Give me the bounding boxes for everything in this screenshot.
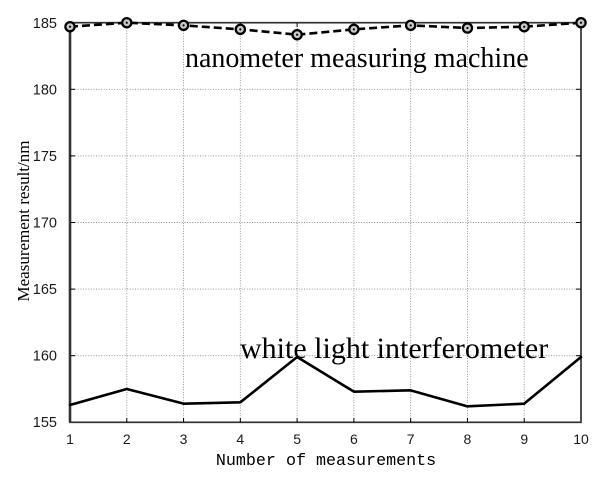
svg-text:1: 1 [66,431,74,447]
svg-text:180: 180 [33,83,57,99]
svg-text:5: 5 [293,431,301,447]
svg-text:9: 9 [520,431,528,447]
svg-text:Measurement result/nm: Measurement result/nm [14,141,33,302]
svg-text:8: 8 [464,431,472,447]
svg-text:175: 175 [33,149,57,165]
svg-text:170: 170 [33,216,57,232]
svg-text:7: 7 [407,431,415,447]
svg-text:6: 6 [350,431,358,447]
svg-text:160: 160 [33,349,57,365]
svg-text:155: 155 [33,415,57,431]
svg-text:165: 165 [33,282,57,298]
svg-text:white light interferometer: white light interferometer [240,332,548,365]
svg-text:2: 2 [123,431,131,447]
svg-text:Number of measurements: Number of measurements [216,452,436,471]
svg-text:3: 3 [180,431,188,447]
svg-text:4: 4 [236,431,244,447]
svg-text:nanometer measuring machine: nanometer measuring machine [185,43,529,74]
svg-text:185: 185 [33,16,57,32]
svg-text:10: 10 [573,431,589,447]
